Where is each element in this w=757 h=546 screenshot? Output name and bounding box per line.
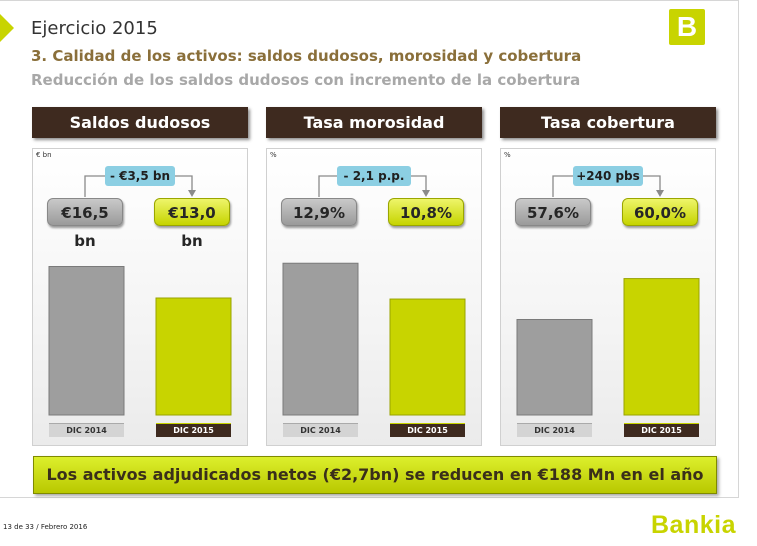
category-label-2015: DIC 2015: [390, 423, 465, 437]
chart-svg: [516, 175, 700, 416]
arrow-head-icon: [188, 190, 196, 197]
corner-marker: [0, 14, 14, 42]
category-label-2014: DIC 2014: [49, 423, 124, 437]
value-box-2015: 60,0%: [622, 198, 698, 226]
footer-banner: Los activos adjudicados netos (€2,7bn) s…: [33, 456, 717, 494]
bankia-logo-icon: B: [669, 9, 705, 45]
bar-dic-2014: [48, 266, 125, 416]
chart-unit: € bn: [36, 151, 52, 159]
bar-dic-2015: [155, 297, 232, 416]
arrow-head-icon: [422, 190, 430, 197]
connector-line: [175, 175, 193, 191]
arrow-head-icon: [656, 190, 664, 197]
delta-callout: - 2,1 p.p.: [337, 166, 411, 186]
slide-subtitle: 3. Calidad de los activos: saldos dudoso…: [31, 47, 582, 65]
slide-frame: [0, 0, 739, 498]
page-info: 13 de 33 / Febrero 2016: [3, 523, 88, 531]
value-box-2015: €13,0 bn: [154, 198, 230, 250]
chart-unit: %: [504, 151, 511, 159]
bankia-wordmark: Bankia: [651, 511, 736, 539]
value-box-2014: €16,5 bn: [47, 198, 123, 250]
category-label-2014: DIC 2014: [517, 423, 592, 437]
slide-subtitle-2: Reducción de los saldos dudosos con incr…: [31, 71, 581, 89]
bar-dic-2014: [516, 319, 593, 416]
category-label-2015: DIC 2015: [624, 423, 699, 437]
slide-title: Ejercicio 2015: [31, 18, 158, 39]
connector-line: [318, 175, 339, 197]
connector-line: [409, 175, 427, 191]
chart-svg: [48, 175, 232, 416]
value-box-2014: 12,9%: [281, 198, 357, 226]
bar-dic-2015: [389, 298, 466, 416]
chart-title-morosidad: Tasa morosidad: [266, 107, 482, 138]
bar-dic-2014: [282, 262, 359, 416]
delta-callout: +240 pbs: [573, 166, 643, 186]
chart-unit: %: [270, 151, 277, 159]
bar-dic-2015: [623, 278, 700, 416]
connector-line: [552, 175, 573, 197]
connector-line: [84, 175, 105, 197]
delta-callout: - €3,5 bn: [105, 166, 175, 186]
connector-line: [643, 175, 661, 191]
category-label-2015: DIC 2015: [156, 423, 231, 437]
chart-panel-cobertura: % +240 pbs 57,6% 60,0% DIC 2014 DIC 2015: [500, 148, 716, 446]
chart-svg: [282, 175, 466, 416]
chart-title-saldos: Saldos dudosos: [32, 107, 248, 138]
value-box-2014: 57,6%: [515, 198, 591, 226]
chart-panel-morosidad: % - 2,1 p.p. 12,9% 10,8% DIC 2014 DIC 20…: [266, 148, 482, 446]
category-label-2014: DIC 2014: [283, 423, 358, 437]
value-box-2015: 10,8%: [388, 198, 464, 226]
chart-title-cobertura: Tasa cobertura: [500, 107, 716, 138]
chart-panel-saldos: € bn - €3,5 bn €16,5 bn €13,0 bn DIC 201…: [32, 148, 248, 446]
